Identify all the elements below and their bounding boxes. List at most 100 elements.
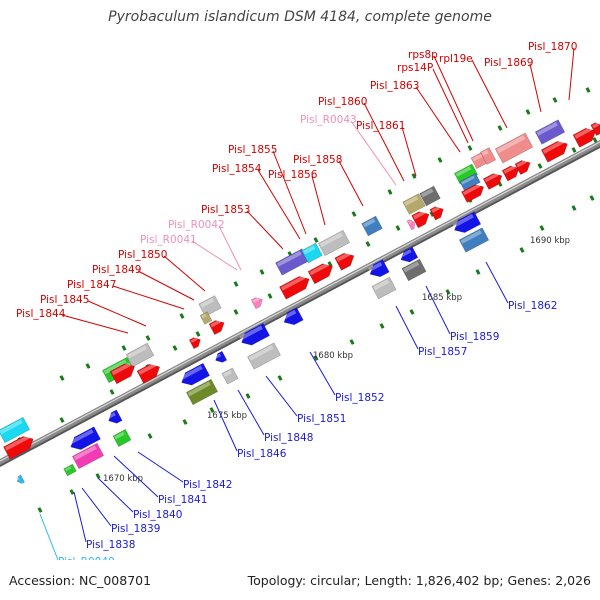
forward-gene-label: rpl19e: [439, 53, 473, 65]
label-leader-line: [39, 513, 59, 560]
scale-label: 1685 kbp: [422, 293, 462, 303]
scale-tick: [277, 375, 283, 381]
scale-tick: [411, 173, 417, 179]
label-leader-line: [309, 351, 336, 396]
forward-gene: [136, 362, 161, 384]
forward-gene: [317, 229, 351, 257]
scale-tick: [59, 417, 65, 423]
label-leader-line: [363, 102, 405, 182]
scale-tick: [69, 489, 75, 495]
scale-tick: [589, 195, 595, 201]
label-leader-line: [432, 68, 469, 144]
reverse-gene-label: Pisl_1852: [335, 392, 384, 404]
scale-tick: [147, 433, 153, 439]
label-leader-line: [113, 455, 159, 498]
forward-gene-label: Pisl_R0043: [300, 114, 357, 126]
reverse-gene-label: Pisl_1859: [450, 331, 499, 343]
scale-tick: [313, 237, 319, 243]
scale-tick: [195, 331, 201, 337]
reverse-gene: [71, 442, 105, 470]
label-leader-line: [471, 59, 508, 129]
reverse-gene: [63, 463, 77, 477]
label-leader-line: [112, 285, 185, 310]
reverse-gene: [247, 342, 281, 370]
forward-gene: [109, 362, 135, 385]
label-leader-line: [338, 160, 364, 207]
forward-gene-label: Pisl_1854: [212, 163, 262, 175]
forward-gene-label: Pisl_1855: [228, 144, 277, 156]
forward-gene: [250, 297, 263, 310]
scale-tick: [497, 125, 503, 131]
label-leader-line: [137, 270, 195, 301]
forward-gene-label: Pisl_1849: [92, 264, 141, 276]
reverse-gene: [368, 259, 390, 278]
forward-gene: [453, 163, 479, 185]
label-leader-line: [529, 63, 542, 113]
scale-tick: [571, 147, 577, 153]
label-leader-line: [257, 169, 301, 240]
label-leader-line: [425, 285, 451, 335]
label-leader-line: [97, 477, 134, 513]
forward-gene-label: rps8p: [408, 49, 438, 61]
label-leader-line: [272, 150, 307, 235]
scale-tick: [552, 97, 558, 103]
label-leader-line: [237, 389, 265, 436]
forward-gene-label: Pisl_1844: [16, 308, 66, 320]
scale-tick: [387, 189, 393, 195]
label-leader-line: [163, 255, 206, 292]
scale-tick: [525, 109, 531, 115]
forward-gene: [199, 311, 213, 325]
forward-gene-label: Pisl_1856: [268, 169, 318, 181]
scale-tick: [537, 163, 543, 169]
scale-tick: [179, 313, 185, 319]
reverse-gene: [112, 429, 132, 447]
forward-gene: [459, 172, 481, 192]
scale-tick: [233, 309, 239, 315]
forward-gene-label: Pisl_1858: [293, 154, 342, 166]
label-leader-line: [415, 86, 461, 153]
scale-tick: [519, 247, 525, 253]
scale-tick: [349, 339, 355, 345]
reverse-gene: [221, 367, 239, 385]
scale-tick: [351, 211, 357, 217]
label-leader-line: [81, 487, 112, 527]
reverse-gene: [107, 409, 123, 424]
scale-tick: [313, 355, 319, 361]
reverse-gene-label: Pisl_1840: [133, 509, 182, 521]
forward-gene: [301, 242, 323, 264]
scale-tick: [145, 335, 151, 341]
reverse-gene: [401, 258, 427, 282]
scale-tick: [209, 407, 215, 413]
scale-tick: [592, 137, 598, 143]
forward-gene-label: Pisl_1860: [318, 96, 367, 108]
forward-gene: [534, 119, 566, 145]
reverse-gene: [371, 276, 397, 300]
forward-gene: [501, 165, 520, 182]
reverse-gene: [399, 246, 419, 263]
scale-tick: [59, 375, 65, 381]
scale-label: 1690 kbp: [530, 236, 570, 246]
forward-gene: [411, 210, 430, 229]
label-leader-line: [191, 240, 238, 271]
scale-tick: [409, 309, 415, 315]
reverse-gene-label: Pisl_1848: [264, 432, 313, 444]
reverse-gene: [452, 211, 482, 233]
scale-tick: [395, 225, 401, 231]
forward-gene: [514, 159, 531, 175]
scale-tick: [109, 389, 115, 395]
label-leader-line: [433, 55, 474, 142]
label-leader-line: [311, 175, 326, 226]
genome-map: 1670 kbp 1675 kbp 1680 kbp 1685 kbp 1690 kbp…: [0, 41, 600, 560]
backbone-highlight: [0, 141, 600, 462]
reverse-gene-label: Pisl_1862: [508, 300, 557, 312]
reverse-gene-label: Pisl_1838: [86, 539, 135, 551]
reverse-gene: [16, 474, 25, 484]
reverse-gene-label: Pisl_1846: [237, 448, 287, 460]
reverse-gene: [185, 378, 219, 406]
scale-tick: [467, 145, 473, 151]
reverse-gene: [179, 362, 211, 386]
label-leader-line: [401, 126, 417, 177]
scale-tick: [95, 473, 101, 479]
forward-gene: [402, 193, 426, 215]
